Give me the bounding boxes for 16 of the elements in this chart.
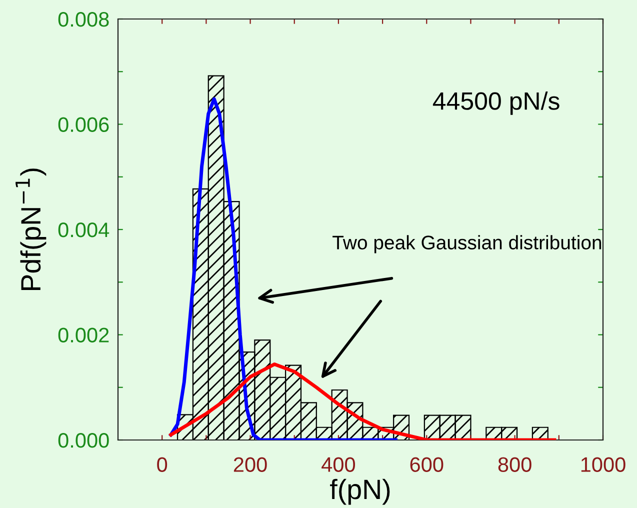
x-tick-label: 0 (157, 457, 168, 472)
annotation: 44500 pN/s (432, 92, 560, 115)
annotation: Two peak Gaussian distribution (332, 235, 602, 254)
y-tick-label: 0.008 (58, 12, 109, 27)
x-tick-label: 600 (410, 457, 444, 472)
x-tick-label: 200 (234, 457, 267, 472)
x-tick-label: 1000 (581, 457, 626, 472)
y-tick-label: 0.004 (58, 222, 110, 238)
y-axis-title: Pdf(pN$^{−1}$) (16, 168, 46, 290)
x-tick-label: 800 (498, 457, 532, 472)
line-series (169, 362, 556, 440)
y-tick-label: 0.002 (58, 328, 109, 343)
y-tick-label: 0.000 (58, 433, 109, 448)
y-tick-label: 0.006 (58, 117, 109, 132)
x-axis-title: f(pN) (330, 478, 390, 505)
x-tick-label: 400 (322, 457, 356, 472)
